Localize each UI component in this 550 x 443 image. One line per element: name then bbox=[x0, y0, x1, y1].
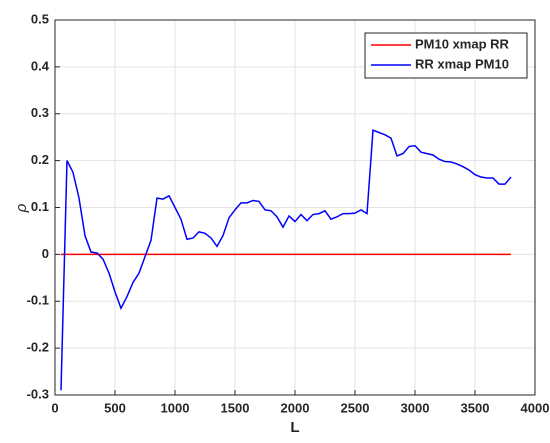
y-tick-label: 0.4 bbox=[31, 58, 50, 73]
x-tick-label: 4000 bbox=[521, 400, 550, 415]
series-line bbox=[60, 129, 512, 391]
y-tick-label: 0.2 bbox=[31, 152, 49, 167]
y-tick-label: 0.3 bbox=[31, 105, 49, 120]
legend-label: PM10 xmap RR bbox=[415, 36, 510, 51]
y-tick-label: -0.2 bbox=[27, 340, 49, 355]
y-tick-label: -0.3 bbox=[27, 386, 49, 401]
x-tick-label: 500 bbox=[104, 400, 126, 415]
legend-label: RR xmap PM10 bbox=[415, 56, 509, 71]
x-axis-label: L bbox=[290, 419, 299, 436]
plot-frame bbox=[54, 19, 536, 396]
y-tick-label: 0.5 bbox=[31, 11, 49, 26]
y-tick-label: 0 bbox=[42, 246, 49, 261]
x-tick-label: 0 bbox=[51, 400, 58, 415]
legend-box bbox=[364, 32, 528, 79]
x-tick-label: 3500 bbox=[461, 400, 490, 415]
x-tick-label: 3000 bbox=[401, 400, 430, 415]
y-tick-label: -0.1 bbox=[27, 293, 49, 308]
x-tick-label: 2500 bbox=[341, 400, 370, 415]
x-tick-label: 1000 bbox=[161, 400, 190, 415]
x-tick-label: 1500 bbox=[221, 400, 250, 415]
y-axis-label: ρ bbox=[13, 203, 30, 213]
x-tick-label: 2000 bbox=[281, 400, 310, 415]
y-tick-label: 0.1 bbox=[31, 199, 49, 214]
